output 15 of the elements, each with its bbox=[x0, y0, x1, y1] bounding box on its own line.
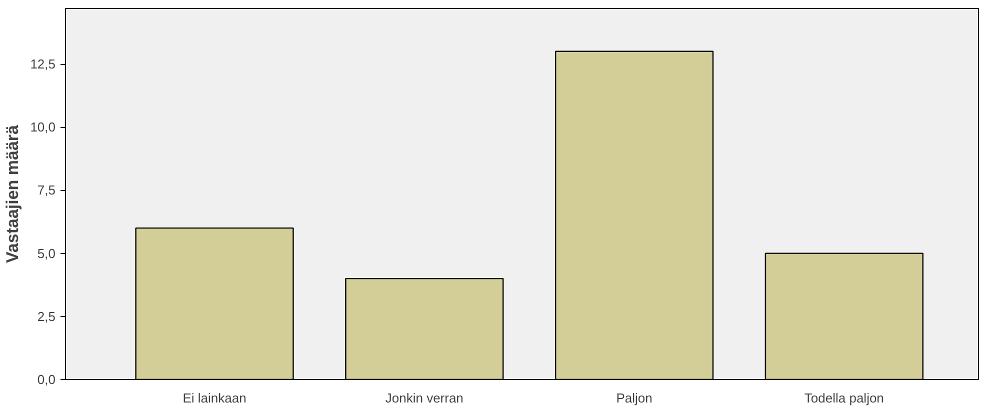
bar bbox=[345, 278, 504, 380]
x-tick-label: Paljon bbox=[616, 390, 652, 406]
y-tick-label: 0,0 bbox=[37, 372, 56, 387]
x-tick-label: Jonkin verran bbox=[385, 390, 464, 406]
y-tick-label: 5,0 bbox=[37, 246, 56, 261]
y-tick-label: 7,5 bbox=[37, 182, 56, 198]
y-tick-label: 12,5 bbox=[30, 56, 56, 72]
bar bbox=[135, 227, 294, 380]
y-tick-label: 10,0 bbox=[30, 120, 56, 135]
bar bbox=[554, 50, 714, 380]
x-tick-label: Ei lainkaan bbox=[182, 390, 246, 406]
x-tick-label: Todella paljon bbox=[804, 390, 884, 406]
y-tick-label: 2,5 bbox=[37, 308, 56, 324]
bar bbox=[764, 252, 924, 380]
y-axis-title: Vastaajien määrä bbox=[3, 124, 22, 263]
